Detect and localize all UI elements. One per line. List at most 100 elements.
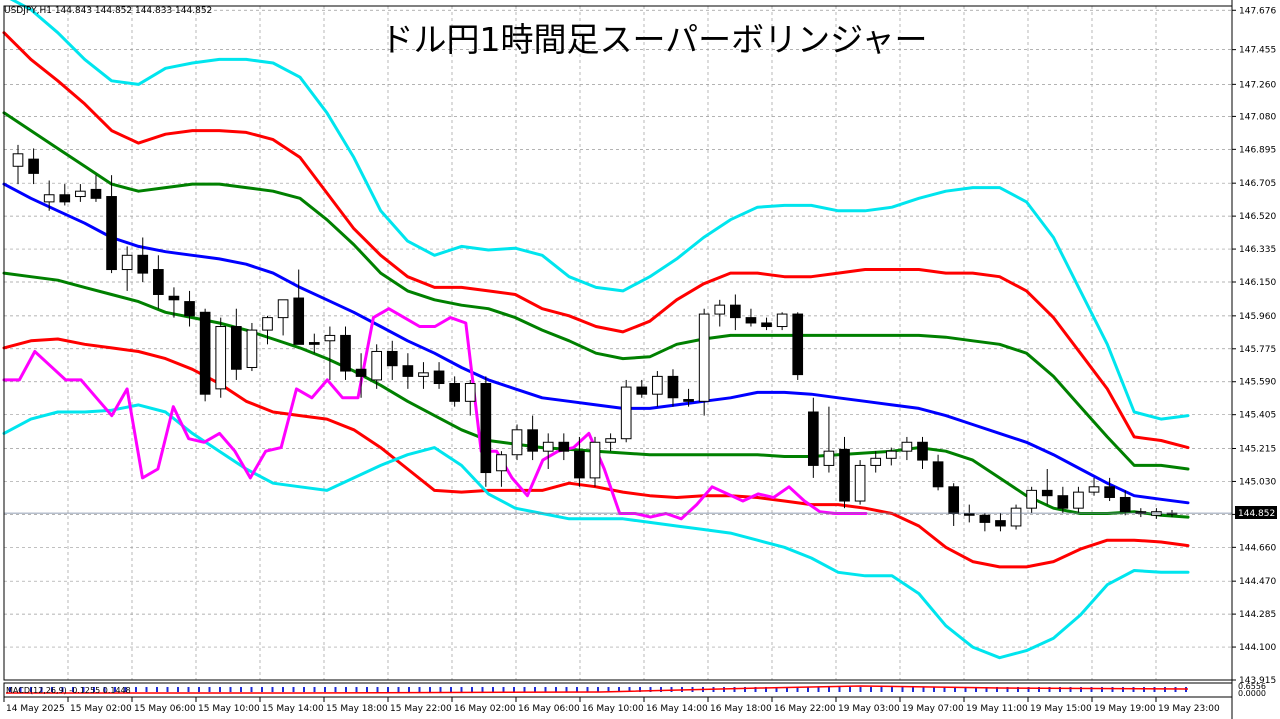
chikou-span-line <box>2 307 868 521</box>
candle-body <box>667 375 679 399</box>
candle-body <box>1057 495 1069 509</box>
candle-body <box>636 386 648 395</box>
macd-label: MACD(12,26,9) -0.1255 0.1448 <box>6 686 131 695</box>
candle-body <box>589 441 601 479</box>
candlestick <box>12 144 24 185</box>
band-line <box>2 111 1190 471</box>
candle-body <box>698 313 710 402</box>
x-tick-label: 16 May 02:00 <box>454 704 516 714</box>
candlestick <box>730 294 741 331</box>
candlestick <box>885 447 897 466</box>
candle-body <box>854 464 866 502</box>
candle-body <box>1073 491 1084 509</box>
candlestick <box>667 369 679 407</box>
x-tick-label: 19 May 23:00 <box>1158 704 1220 714</box>
x-tick-label: 16 May 14:00 <box>646 704 708 714</box>
candlestick <box>745 308 757 327</box>
candlestick <box>371 344 383 389</box>
candlestick <box>683 388 694 407</box>
candlestick <box>1026 486 1037 514</box>
macd-scale-top: 0.6556 <box>1238 682 1266 691</box>
candlestick <box>496 451 507 487</box>
candle-body <box>761 322 772 328</box>
candle-body <box>901 441 913 452</box>
x-tick-label: 19 May 11:00 <box>966 704 1028 714</box>
x-tick-label: 15 May 22:00 <box>390 704 452 714</box>
candlestick <box>449 376 460 407</box>
x-tick-label: 19 May 19:00 <box>1094 704 1156 714</box>
candle-body <box>184 301 195 317</box>
candle-body <box>1026 489 1037 509</box>
candle-body <box>496 454 507 472</box>
candle-body <box>293 297 305 345</box>
macd-scale-zero: 0.0000 <box>1238 689 1266 698</box>
x-tick-label: 15 May 14:00 <box>262 704 324 714</box>
macd-histogram <box>6 685 1189 694</box>
band-line <box>2 182 1190 505</box>
candlestick <box>1057 486 1069 514</box>
candle-body <box>870 457 882 466</box>
candle-body <box>605 438 616 443</box>
y-tick-label: 145.775 <box>1239 345 1276 355</box>
candlestick <box>979 513 991 532</box>
y-tick-label: 143.915 <box>1239 676 1276 686</box>
candlestick <box>527 415 538 461</box>
candle-body <box>433 370 445 385</box>
y-tick-label: 147.260 <box>1239 80 1276 90</box>
candlestick <box>168 287 180 318</box>
candlestick <box>1041 468 1053 505</box>
candlestick <box>620 379 632 443</box>
candlestick <box>917 436 928 469</box>
candle-body <box>730 304 741 319</box>
y-tick-label: 147.676 <box>1239 6 1276 16</box>
candle-body <box>652 375 663 395</box>
candlesticks <box>12 144 1178 532</box>
candle-body <box>59 194 71 203</box>
candlestick <box>293 269 305 345</box>
chart-overlay <box>4 512 1232 694</box>
candle-body <box>917 441 928 461</box>
candlestick <box>761 317 772 331</box>
candlestick <box>59 184 71 206</box>
candlestick <box>480 376 492 487</box>
candlestick <box>636 379 648 398</box>
candle-body <box>542 441 554 452</box>
candle-body <box>449 383 460 402</box>
candle-body <box>402 365 414 377</box>
symbol-info: USDJPY,H1 144.843 144.852 144.833 144.85… <box>4 6 212 16</box>
candle-body <box>308 342 320 345</box>
candlestick <box>589 436 601 487</box>
candle-body <box>1010 507 1022 527</box>
candlestick <box>652 371 663 407</box>
candle-body <box>792 313 804 376</box>
candle-body <box>683 399 694 402</box>
candle-body <box>979 514 991 523</box>
candle-body <box>1104 486 1115 498</box>
y-tick-label: 145.030 <box>1239 477 1276 487</box>
candlestick <box>823 406 835 473</box>
y-tick-label: 144.470 <box>1239 577 1276 587</box>
current-price-marker: 144.852 <box>1235 506 1277 519</box>
candlestick <box>90 175 102 202</box>
candle-body <box>137 254 149 274</box>
y-tick-label: 145.960 <box>1239 312 1276 322</box>
chart-title: ドル円1時間足スーパーボリンジャー <box>380 20 927 59</box>
candle-body <box>745 317 757 324</box>
candlestick <box>433 362 445 389</box>
candlestick <box>137 237 149 283</box>
y-tick-label: 144.285 <box>1239 610 1276 620</box>
candle-body <box>215 326 227 390</box>
x-tick-label: 16 May 22:00 <box>774 704 836 714</box>
candlestick <box>246 322 258 372</box>
candle-body <box>371 350 383 381</box>
y-tick-label: 146.150 <box>1239 278 1276 288</box>
candlestick <box>324 326 336 380</box>
x-tick-label: 19 May 03:00 <box>838 704 900 714</box>
x-tick-label: 15 May 02:00 <box>70 704 132 714</box>
y-tick-label: 145.215 <box>1239 445 1276 455</box>
candle-body <box>230 326 242 370</box>
band-line <box>2 403 1190 660</box>
candle-body <box>995 520 1006 527</box>
candle-body <box>324 334 336 342</box>
